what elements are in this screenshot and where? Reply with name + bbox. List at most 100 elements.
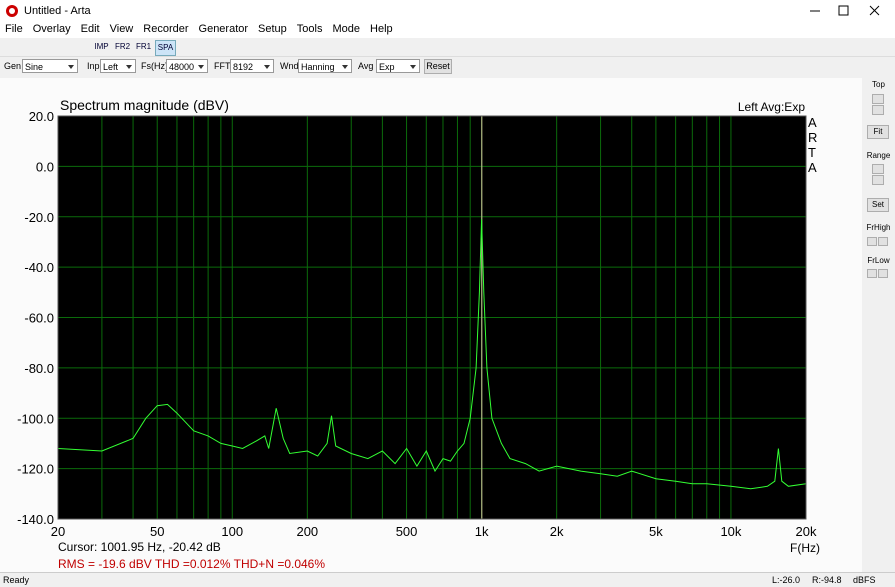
- y-tick-label: -60.0: [24, 311, 54, 326]
- status-unit: dBFS: [853, 575, 876, 585]
- brand-letter: A: [808, 160, 817, 175]
- side-label: FrLow: [867, 256, 890, 265]
- menu-item[interactable]: Tools: [296, 23, 323, 35]
- y-tick-label: -20.0: [24, 210, 54, 225]
- y-tick-label: 20.0: [29, 109, 54, 124]
- toolbar-button[interactable]: FR1: [135, 42, 152, 51]
- rms-readout: RMS = -19.6 dBV THD =0.012% THD+N =0.046…: [58, 557, 325, 571]
- menu-bar: File Overlay Edit View Recorder Generator Setu…: [0, 22, 895, 38]
- channel-info: Left Avg:Exp: [738, 100, 805, 114]
- reset-button[interactable]: Reset: [424, 59, 452, 74]
- toolbar-icon[interactable]: [204, 40, 220, 54]
- status-bar: Ready L:-26.0 R:-94.8 dBFS: [0, 572, 895, 587]
- spin-up[interactable]: [872, 164, 884, 174]
- menu-item[interactable]: Edit: [80, 23, 100, 35]
- toolbar-icon[interactable]: [251, 40, 267, 54]
- y-tick-label: 0.0: [36, 159, 54, 174]
- cursor-readout: Cursor: 1001.95 Hz, -20.42 dB: [58, 540, 221, 554]
- arrow-left[interactable]: [867, 237, 877, 246]
- menu-item[interactable]: Overlay: [32, 23, 71, 35]
- y-tick-label: -80.0: [24, 361, 54, 376]
- y-tick-label: -100.0: [17, 411, 54, 426]
- x-tick-label: 5k: [649, 524, 663, 539]
- x-tick-label: 200: [296, 524, 318, 539]
- arrow-right[interactable]: [878, 237, 888, 246]
- control-label: Avg: [358, 61, 374, 71]
- control-label: Inp: [87, 61, 100, 71]
- x-tick-label: 20k: [796, 524, 817, 539]
- control-select[interactable]: Hanning: [298, 59, 352, 73]
- arrow-right[interactable]: [878, 269, 888, 278]
- brand-letter: A: [808, 115, 817, 130]
- toolbar-button[interactable]: FR2: [114, 42, 131, 51]
- x-tick-label: 100: [221, 524, 243, 539]
- toolbar-icon[interactable]: [393, 40, 409, 54]
- toolbar-icon[interactable]: [44, 40, 60, 54]
- toolbar-icon[interactable]: [64, 40, 80, 54]
- toolbar-icon[interactable]: [323, 40, 339, 54]
- brand-letter: T: [808, 145, 816, 160]
- side-panel: Top Fit Range Set FrHigh FrLow: [862, 78, 895, 572]
- menu-item[interactable]: Help: [370, 23, 393, 35]
- control-label: Fs(Hz): [141, 61, 168, 71]
- x-tick-label: 50: [150, 524, 164, 539]
- x-axis-label: F(Hz): [790, 541, 820, 555]
- toolbar-button[interactable]: SPA: [155, 40, 176, 56]
- spectrum-chart: Spectrum magnitude (dBV) Left Avg:Exp F(…: [0, 78, 862, 572]
- window-title: Untitled - Arta: [24, 5, 91, 17]
- chart-title: Spectrum magnitude (dBV): [60, 97, 229, 113]
- side-button[interactable]: Set: [867, 198, 889, 212]
- control-select[interactable]: 48000: [166, 59, 208, 73]
- control-label: Wnd: [280, 61, 299, 71]
- toolbar-icon[interactable]: [5, 40, 21, 54]
- side-label: FrHigh: [866, 223, 891, 232]
- side-label: Range: [866, 151, 891, 160]
- spin-down[interactable]: [872, 175, 884, 185]
- status-ready: Ready: [3, 575, 30, 585]
- toolbar-icon[interactable]: [24, 40, 40, 54]
- y-tick-label: -140.0: [17, 512, 54, 527]
- window-controls[interactable]: [800, 0, 895, 22]
- arrow-left[interactable]: [867, 269, 877, 278]
- control-select[interactable]: 8192: [230, 59, 274, 73]
- menu-item[interactable]: Recorder: [143, 23, 189, 35]
- status-right-level: R:-94.8: [812, 575, 842, 585]
- toolbar-icon[interactable]: [229, 40, 245, 54]
- y-tick-label: -40.0: [24, 260, 54, 275]
- toolbar-icon[interactable]: [182, 40, 198, 54]
- x-tick-label: 10k: [720, 524, 741, 539]
- toolbar-icon[interactable]: [346, 40, 362, 54]
- spectrum-line: [57, 219, 807, 490]
- plot-frame: [57, 115, 807, 520]
- menu-item[interactable]: Generator: [198, 23, 249, 35]
- control-select[interactable]: Left: [100, 59, 136, 73]
- toolbar-button[interactable]: IMP: [94, 42, 109, 51]
- y-tick-label: -120.0: [17, 462, 54, 477]
- x-tick-label: 1k: [475, 524, 489, 539]
- menu-item[interactable]: File: [5, 23, 23, 35]
- app-icon: [6, 5, 18, 17]
- x-tick-label: 2k: [550, 524, 564, 539]
- spin-up[interactable]: [872, 94, 884, 104]
- side-label: Top: [872, 80, 885, 89]
- title-bar: Untitled - Arta: [0, 0, 895, 22]
- control-select[interactable]: Sine: [22, 59, 78, 73]
- x-tick-label: 20: [51, 524, 65, 539]
- control-label: FFT: [214, 61, 231, 71]
- toolbar-icon[interactable]: [299, 40, 315, 54]
- status-left-level: L:-26.0: [772, 575, 801, 585]
- brand-letter: R: [808, 130, 817, 145]
- menu-item[interactable]: Setup: [258, 23, 287, 35]
- spin-down[interactable]: [872, 105, 884, 115]
- toolbar-icon[interactable]: [275, 40, 291, 54]
- menu-item[interactable]: Mode: [332, 23, 361, 35]
- side-button[interactable]: Fit: [867, 125, 889, 139]
- control-label: Gen: [4, 61, 22, 71]
- toolbar-icon[interactable]: [371, 40, 387, 54]
- controls-bar: Gen Sine Inp Left Fs(Hz) 48000 FFT 8192 Wnd Hanni…: [0, 57, 895, 77]
- control-select[interactable]: Exp: [376, 59, 420, 73]
- menu-item[interactable]: View: [109, 23, 134, 35]
- x-tick-label: 500: [396, 524, 418, 539]
- toolbar: IMP FR2 FR1 SPA: [0, 38, 895, 57]
